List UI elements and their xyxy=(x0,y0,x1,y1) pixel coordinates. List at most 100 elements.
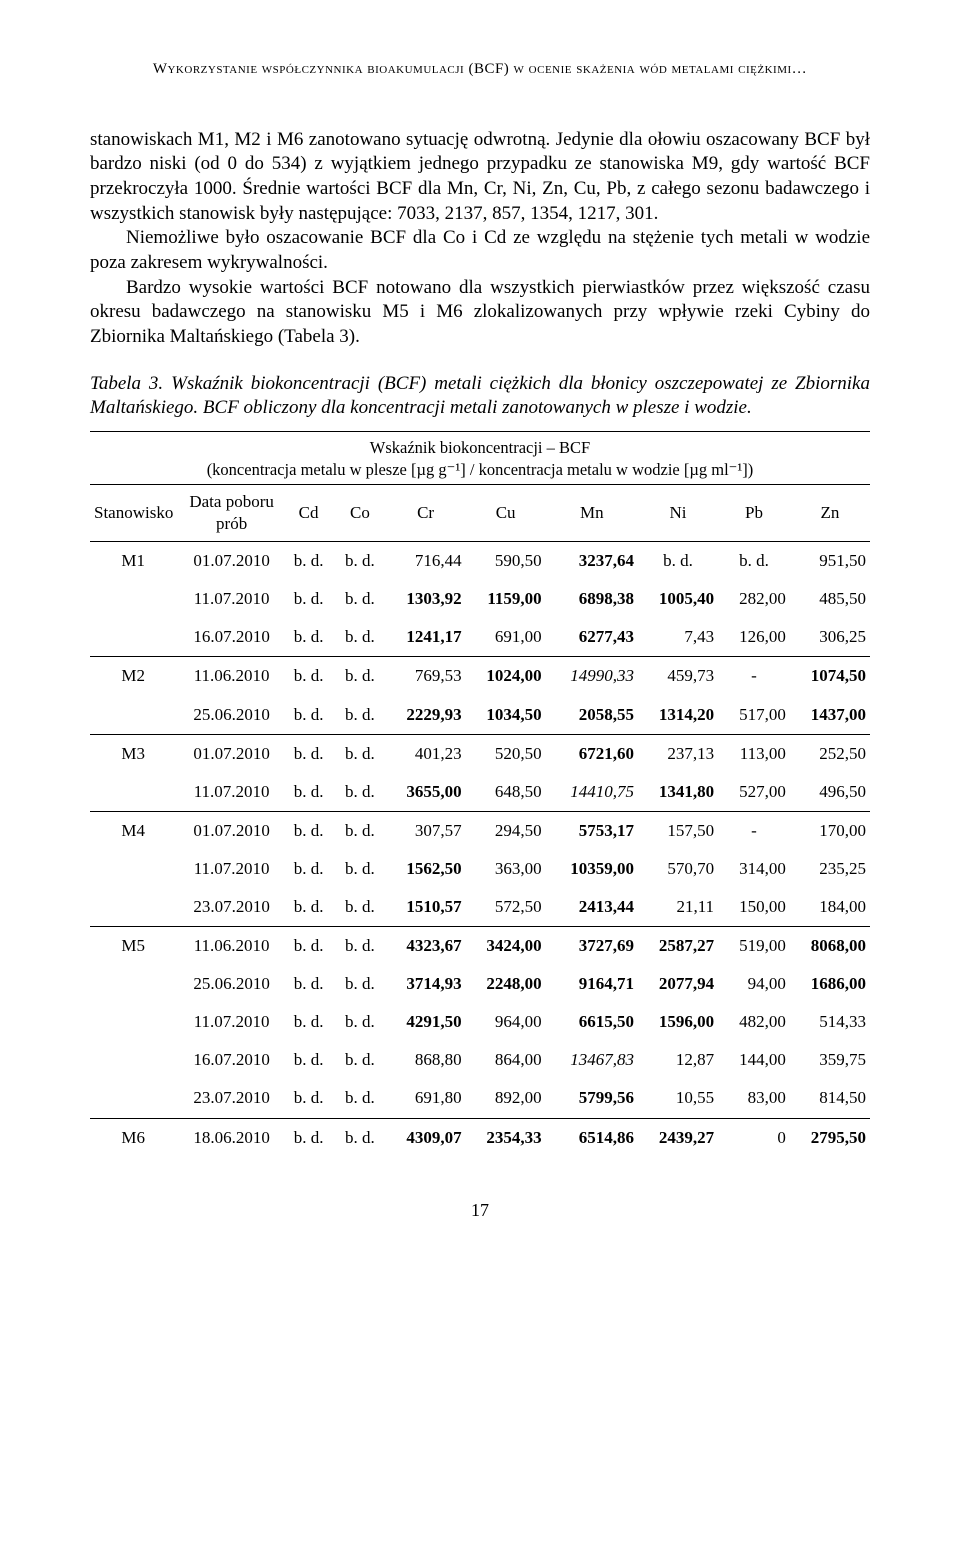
station-cell xyxy=(90,580,180,618)
table-cell: 1562,50 xyxy=(386,850,466,888)
date-cell: 11.06.2010 xyxy=(180,927,283,966)
table-header-row: Stanowisko Data poboru prób Cd Co Cr Cu … xyxy=(90,485,870,542)
table-cell: 1241,17 xyxy=(386,618,466,657)
table-cell: b. d. xyxy=(334,734,385,773)
table-cell: 769,53 xyxy=(386,657,466,696)
table-cell: 144,00 xyxy=(718,1041,790,1079)
table-cell: 83,00 xyxy=(718,1079,790,1118)
table-row: 11.07.2010b. d.b. d.1303,921159,006898,3… xyxy=(90,580,870,618)
date-cell: 01.07.2010 xyxy=(180,811,283,850)
super-header-line2: (koncentracja metalu w plesze [µg g⁻¹] /… xyxy=(207,460,754,479)
table-cell: b. d. xyxy=(334,580,385,618)
table-row: M401.07.2010b. d.b. d.307,57294,505753,1… xyxy=(90,811,870,850)
table-cell: 520,50 xyxy=(466,734,546,773)
table-cell: 1159,00 xyxy=(466,580,546,618)
table-cell: 1437,00 xyxy=(790,696,870,735)
table-cell: 527,00 xyxy=(718,773,790,812)
table-cell: b. d. xyxy=(334,657,385,696)
table-cell: b. d. xyxy=(283,965,334,1003)
table-cell: 4323,67 xyxy=(386,927,466,966)
table-cell: 8068,00 xyxy=(790,927,870,966)
table-cell: 5753,17 xyxy=(546,811,638,850)
table-cell: 2229,93 xyxy=(386,696,466,735)
table-cell: 1314,20 xyxy=(638,696,718,735)
table-cell: 1303,92 xyxy=(386,580,466,618)
station-cell: M1 xyxy=(90,542,180,581)
table-cell: - xyxy=(718,811,790,850)
table-cell: 314,00 xyxy=(718,850,790,888)
table-cell: b. d. xyxy=(283,542,334,581)
station-cell xyxy=(90,965,180,1003)
table-cell: 126,00 xyxy=(718,618,790,657)
table-cell: 94,00 xyxy=(718,965,790,1003)
table-cell: 2077,94 xyxy=(638,965,718,1003)
table-cell: 282,00 xyxy=(718,580,790,618)
table-cell: 157,50 xyxy=(638,811,718,850)
table-cell: 6721,60 xyxy=(546,734,638,773)
table-cell: 892,00 xyxy=(466,1079,546,1118)
table-cell: 9164,71 xyxy=(546,965,638,1003)
date-cell: 11.07.2010 xyxy=(180,850,283,888)
table-cell: 570,70 xyxy=(638,850,718,888)
table-cell: 1024,00 xyxy=(466,657,546,696)
paragraph-3: Bardzo wysokie wartości BCF notowano dla… xyxy=(90,276,870,350)
table-cell: 590,50 xyxy=(466,542,546,581)
bcf-table: Wskaźnik biokoncentracji – BCF (koncentr… xyxy=(90,431,870,1157)
table-cell: 170,00 xyxy=(790,811,870,850)
table-cell: 3655,00 xyxy=(386,773,466,812)
table-cell: 14410,75 xyxy=(546,773,638,812)
table-cell: 459,73 xyxy=(638,657,718,696)
table-super-header: Wskaźnik biokoncentracji – BCF (koncentr… xyxy=(90,431,870,485)
table-row: 25.06.2010b. d.b. d.3714,932248,009164,7… xyxy=(90,965,870,1003)
table-row: 16.07.2010b. d.b. d.868,80864,0013467,83… xyxy=(90,1041,870,1079)
table-cell: 482,00 xyxy=(718,1003,790,1041)
date-cell: 23.07.2010 xyxy=(180,888,283,927)
table-cell: 7,43 xyxy=(638,618,718,657)
station-cell xyxy=(90,1041,180,1079)
table-cell: 1686,00 xyxy=(790,965,870,1003)
table-cell: 514,33 xyxy=(790,1003,870,1041)
table-cell: 2058,55 xyxy=(546,696,638,735)
paragraph-2: Niemożliwe było oszacowanie BCF dla Co i… xyxy=(90,226,870,275)
table-cell: b. d. xyxy=(283,618,334,657)
table-cell: 307,57 xyxy=(386,811,466,850)
col-stanowisko: Stanowisko xyxy=(90,485,180,542)
table-cell: 359,75 xyxy=(790,1041,870,1079)
table-cell: 6898,38 xyxy=(546,580,638,618)
table-cell: 4291,50 xyxy=(386,1003,466,1041)
col-data-poboru: Data poboru prób xyxy=(180,485,283,542)
station-cell xyxy=(90,696,180,735)
table-cell: 3714,93 xyxy=(386,965,466,1003)
table-row: M101.07.2010b. d.b. d.716,44590,503237,6… xyxy=(90,542,870,581)
station-cell: M3 xyxy=(90,734,180,773)
table-cell: b. d. xyxy=(334,1079,385,1118)
date-cell: 11.07.2010 xyxy=(180,580,283,618)
station-cell xyxy=(90,773,180,812)
station-cell: M5 xyxy=(90,927,180,966)
table-cell: 6615,50 xyxy=(546,1003,638,1041)
table-cell: 496,50 xyxy=(790,773,870,812)
table-cell: 2587,27 xyxy=(638,927,718,966)
table-row: 16.07.2010b. d.b. d.1241,17691,006277,43… xyxy=(90,618,870,657)
table-row: M211.06.2010b. d.b. d.769,531024,0014990… xyxy=(90,657,870,696)
table-cell: 252,50 xyxy=(790,734,870,773)
date-cell: 11.07.2010 xyxy=(180,773,283,812)
col-pb: Pb xyxy=(718,485,790,542)
table-cell: b. d. xyxy=(283,696,334,735)
table-cell: b. d. xyxy=(334,542,385,581)
date-cell: 16.07.2010 xyxy=(180,1041,283,1079)
table-cell: 363,00 xyxy=(466,850,546,888)
col-cr: Cr xyxy=(386,485,466,542)
table-row: M511.06.2010b. d.b. d.4323,673424,003727… xyxy=(90,927,870,966)
col-co: Co xyxy=(334,485,385,542)
table-cell: 306,25 xyxy=(790,618,870,657)
table-cell: 964,00 xyxy=(466,1003,546,1041)
table-row: 23.07.2010b. d.b. d.1510,57572,502413,44… xyxy=(90,888,870,927)
date-cell: 18.06.2010 xyxy=(180,1118,283,1157)
table-cell: 0 xyxy=(718,1118,790,1157)
table-cell: 3424,00 xyxy=(466,927,546,966)
table-cell: 10359,00 xyxy=(546,850,638,888)
table-cell: b. d. xyxy=(718,542,790,581)
table-cell: 1074,50 xyxy=(790,657,870,696)
station-cell xyxy=(90,1079,180,1118)
